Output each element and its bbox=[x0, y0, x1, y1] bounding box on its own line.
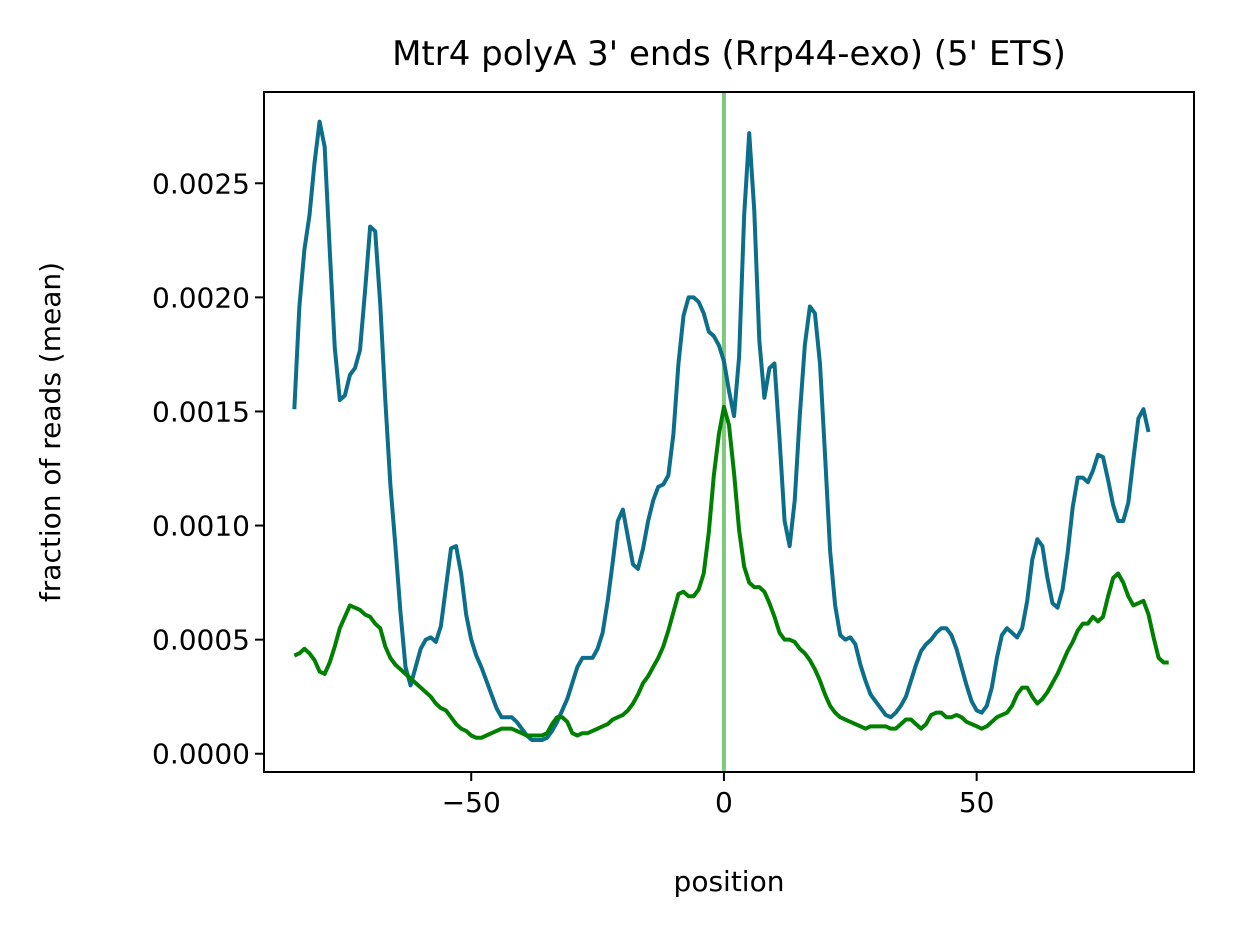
plot-area bbox=[292, 92, 1169, 772]
y-tick-label: 0.0010 bbox=[152, 510, 250, 543]
y-tick-label: 0.0005 bbox=[152, 624, 250, 657]
x-tick-label: 50 bbox=[959, 786, 995, 819]
x-tick-label: 0 bbox=[715, 786, 733, 819]
series-line-2 bbox=[293, 404, 1169, 740]
series-line-1 bbox=[292, 119, 1151, 743]
x-axis-label: position bbox=[674, 865, 785, 898]
chart-title: Mtr4 polyA 3' ends (Rrp44-exo) (5' ETS) bbox=[392, 34, 1066, 74]
x-tick-label: −50 bbox=[442, 786, 501, 819]
axes-frame bbox=[263, 91, 1195, 773]
axis-ticks: −50 0 50 0.0000 0.0005 0.0010 0.0015 0.0020 0.00… bbox=[152, 167, 994, 819]
y-axis-label: fraction of reads (mean) bbox=[34, 262, 67, 602]
y-tick-label: 0.0025 bbox=[152, 167, 250, 200]
y-tick-label: 0.0000 bbox=[152, 738, 250, 771]
y-tick-label: 0.0015 bbox=[152, 395, 250, 428]
y-tick-label: 0.0020 bbox=[152, 281, 250, 314]
